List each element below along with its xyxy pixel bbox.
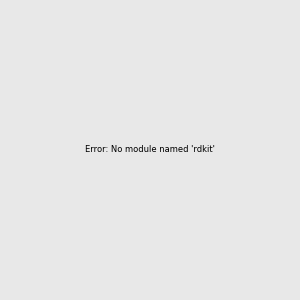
Text: Error: No module named 'rdkit': Error: No module named 'rdkit' (85, 146, 215, 154)
